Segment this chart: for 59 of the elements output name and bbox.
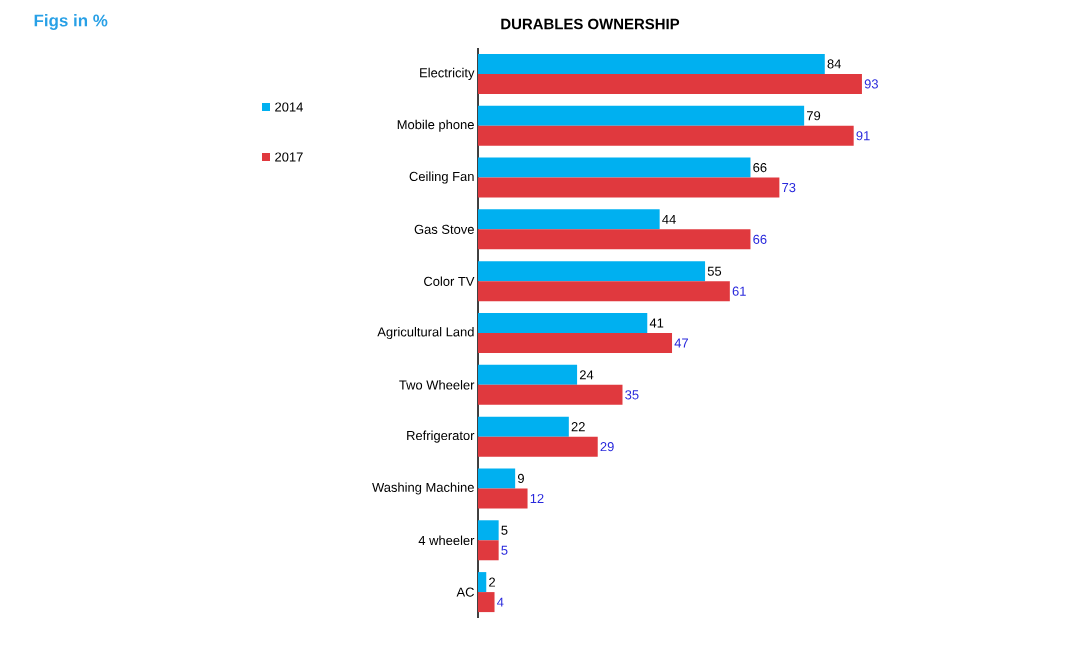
bar [478, 261, 706, 282]
bar [478, 540, 499, 561]
data-label: 5 [501, 545, 508, 555]
data-label: 93 [864, 79, 878, 89]
bar [478, 364, 578, 385]
data-label: 73 [782, 182, 796, 193]
bar [478, 125, 854, 146]
data-label: 5 [501, 525, 508, 535]
bar [478, 572, 487, 593]
bar [478, 592, 495, 613]
y-tick-label: 4 wheeler [418, 535, 475, 546]
legend-label: 2014 [275, 102, 303, 112]
y-tick-label: Mobile phone [397, 119, 474, 132]
legend-label: 2017 [275, 152, 303, 162]
bar [478, 520, 499, 541]
y-tick-label: Refrigerator [407, 430, 475, 443]
data-label: 29 [600, 442, 614, 452]
bar [478, 209, 660, 230]
data-label: 24 [579, 370, 594, 380]
bar [478, 157, 751, 178]
bar [478, 384, 623, 405]
data-label: 44 [662, 214, 676, 224]
chart-title: DURABLES OWNERSHIP [501, 18, 680, 30]
bar [478, 416, 569, 437]
data-label: 41 [649, 318, 664, 328]
data-label: 47 [674, 338, 688, 348]
data-label: 66 [753, 234, 767, 244]
y-tick-label: Agricultural Land [377, 326, 474, 340]
data-label: 66 [753, 162, 767, 173]
bar [478, 488, 528, 509]
y-tick-label: Color TV [424, 276, 475, 286]
data-label: 55 [707, 266, 722, 276]
y-tick-label: AC [456, 587, 474, 597]
bar [478, 436, 598, 457]
data-label: 22 [571, 422, 585, 432]
data-label: 4 [497, 597, 504, 607]
data-label: 61 [732, 286, 746, 296]
bar [478, 313, 648, 333]
y-tick-label: Electricity [420, 67, 475, 80]
bar [478, 333, 673, 353]
y-tick-label: Gas Stove [414, 224, 474, 234]
y-tick-label: Ceiling Fan [409, 171, 474, 184]
bar [478, 105, 805, 126]
data-label: 9 [517, 473, 524, 484]
bar [478, 468, 516, 489]
bar [478, 53, 825, 74]
data-label: 91 [856, 131, 870, 141]
y-tick-label: Two Wheeler [399, 380, 475, 390]
data-label: 79 [807, 111, 821, 121]
bar [478, 177, 780, 198]
data-label: 2 [489, 577, 495, 587]
bar [478, 73, 862, 94]
y-tick-label: Washing Machine [372, 482, 474, 495]
bar [478, 281, 730, 302]
bar [478, 229, 751, 250]
data-label: 35 [625, 390, 639, 400]
data-label: 84 [827, 59, 841, 69]
data-label: 12 [530, 493, 544, 503]
text: Figs in % [34, 14, 108, 30]
